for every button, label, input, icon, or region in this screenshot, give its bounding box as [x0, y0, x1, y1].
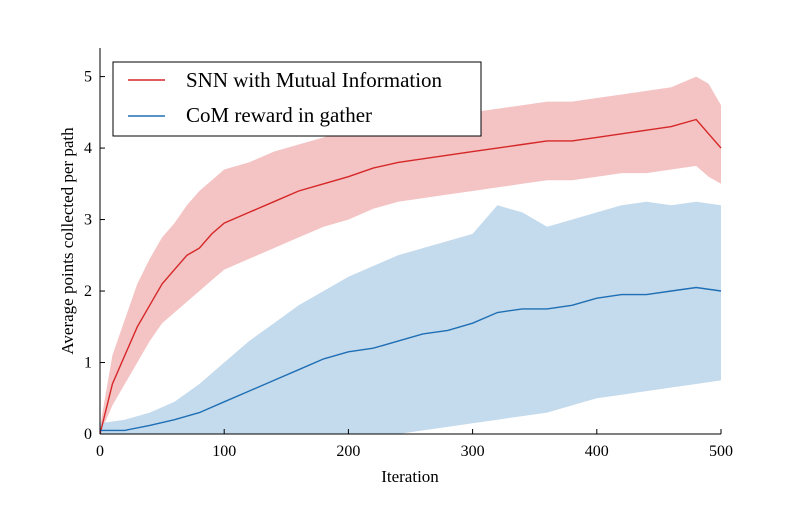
y-tick-label: 3	[84, 212, 92, 229]
x-axis-label: Iteration	[381, 467, 439, 486]
y-axis-label: Average points collected per path	[58, 127, 77, 355]
x-tick-label: 500	[709, 443, 733, 460]
x-tick-label: 100	[212, 443, 236, 460]
x-tick-label: 0	[96, 443, 104, 460]
y-tick-label: 2	[84, 283, 92, 300]
x-tick-label: 300	[461, 443, 485, 460]
confidence-bands	[100, 76, 721, 434]
line-series-0	[99, 118, 722, 435]
y-tick-label: 1	[84, 355, 92, 372]
ticks: 0 100 200 300 400 500 0 1 2 3 4 5	[84, 69, 733, 460]
line-series-1	[100, 286, 722, 432]
axes	[99, 48, 721, 435]
y-tick-label: 0	[84, 426, 92, 443]
legend-label-com: CoM reward in gather	[186, 103, 372, 127]
legend-label-snn: SNN with Mutual Information	[186, 68, 443, 92]
y-tick-label: 4	[84, 140, 92, 157]
band-series-1	[100, 201, 721, 434]
x-tick-label: 400	[585, 443, 609, 460]
legend: SNN with Mutual Information CoM reward i…	[112, 61, 482, 137]
x-tick-label: 200	[336, 443, 360, 460]
band-series-0	[100, 76, 721, 434]
legend-box	[112, 61, 482, 137]
series-lines	[99, 118, 722, 435]
y-tick-label: 5	[84, 69, 92, 86]
